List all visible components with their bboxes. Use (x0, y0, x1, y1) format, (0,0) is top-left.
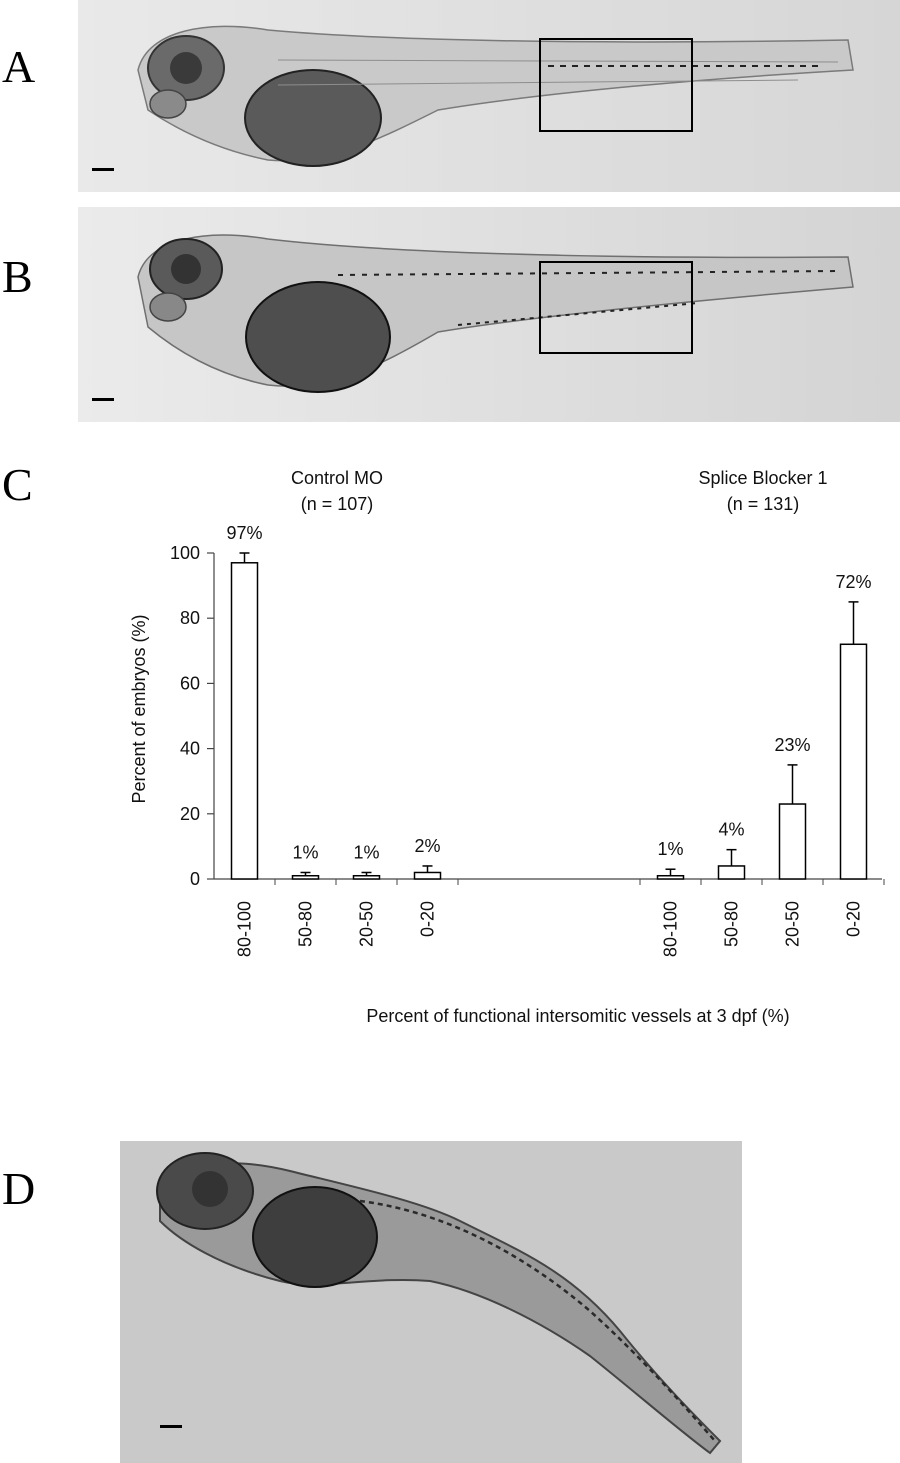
data-label: 4% (718, 820, 744, 840)
panel-letter-d: D (2, 1163, 36, 1214)
data-label: 23% (774, 735, 810, 755)
y-axis-label: Percent of embryos (%) (129, 614, 149, 803)
embryo-image-d (120, 1141, 742, 1463)
bar (352, 874, 381, 880)
data-label: 2% (414, 836, 440, 856)
bar (230, 562, 259, 880)
y-tick-label: 40 (180, 739, 200, 759)
category-label: 80-100 (661, 901, 681, 957)
embryo-image-b (78, 207, 900, 422)
y-tick-label: 60 (180, 673, 200, 693)
bar (717, 865, 746, 880)
category-label: 0-20 (844, 901, 864, 937)
data-label: 1% (292, 842, 318, 862)
group-title-control: Control MO (291, 468, 383, 488)
panel-letter-a: A (2, 41, 36, 92)
category-label: 50-80 (296, 901, 316, 947)
category-label: 20-50 (783, 901, 803, 947)
category-label: 50-80 (722, 901, 742, 947)
group-title-splice: Splice Blocker 1 (698, 468, 827, 488)
bar (291, 874, 320, 880)
y-tick-label: 100 (170, 543, 200, 563)
y-tick-label: 0 (190, 869, 200, 889)
y-tick-label: 20 (180, 804, 200, 824)
group-n-splice: (n = 131) (727, 494, 800, 514)
bar (778, 803, 807, 880)
bar-chart: Control MO (n = 107) Splice Blocker 1 (n… (129, 468, 885, 1026)
bar (656, 874, 685, 880)
panel-letter-b: B (2, 251, 33, 302)
bar (413, 871, 442, 880)
embryo-image-a (78, 0, 900, 192)
x-axis-label: Percent of functional intersomitic vesse… (366, 1006, 789, 1026)
data-label: 97% (226, 523, 262, 543)
bar (839, 643, 868, 880)
y-tick-label: 80 (180, 608, 200, 628)
category-label: 80-100 (235, 901, 255, 957)
category-label: 20-50 (357, 901, 377, 947)
group-n-control: (n = 107) (301, 494, 374, 514)
panel-letter-c: C (2, 459, 33, 510)
data-label: 1% (353, 842, 379, 862)
data-label: 72% (835, 572, 871, 592)
data-label: 1% (657, 839, 683, 859)
category-label: 0-20 (418, 901, 438, 937)
